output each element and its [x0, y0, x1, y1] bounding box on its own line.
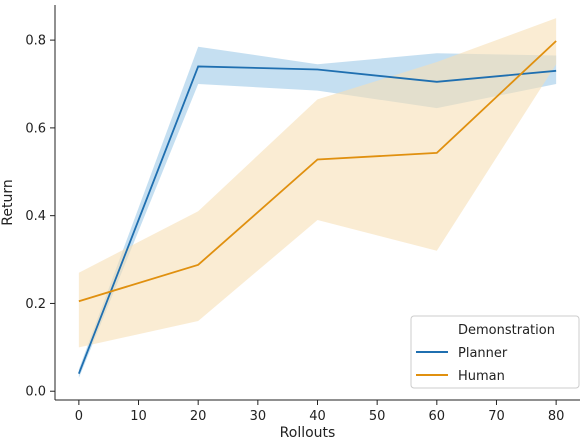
x-tick-label: 30 — [250, 409, 267, 424]
series-lines — [78, 40, 557, 374]
legend-label-human: Human — [458, 369, 505, 384]
y-ticks: 0.0 0.2 0.4 0.6 0.8 — [25, 34, 55, 400]
x-axis-label: Rollouts — [280, 425, 336, 438]
x-tick-label: 20 — [190, 409, 207, 424]
legend-title: Demonstration — [458, 323, 555, 338]
x-tick-label: 0 — [75, 409, 83, 424]
legend: Demonstration Planner Human — [410, 315, 580, 389]
x-tick-label: 70 — [488, 409, 505, 424]
line-human — [78, 40, 557, 303]
legend-box — [410, 315, 580, 389]
y-tick-label: 0.4 — [25, 209, 46, 224]
legend-items: Planner Human — [416, 346, 508, 384]
y-tick-label: 0.2 — [25, 297, 46, 312]
x-tick-label: 10 — [130, 409, 147, 424]
line-planner — [78, 65, 557, 374]
x-tick-label: 40 — [309, 409, 326, 424]
y-axis-label: Return — [0, 179, 16, 225]
legend-label-planner: Planner — [458, 346, 508, 361]
x-tick-label: 50 — [369, 409, 386, 424]
y-tick-label: 0.8 — [25, 34, 46, 49]
y-tick-label: 0.0 — [25, 385, 46, 400]
y-tick-label: 0.6 — [25, 121, 46, 136]
x-tick-label: 60 — [429, 409, 446, 424]
x-tick-label: 80 — [548, 409, 565, 424]
x-ticks: 0 10 20 30 40 50 60 70 80 — [75, 400, 565, 424]
